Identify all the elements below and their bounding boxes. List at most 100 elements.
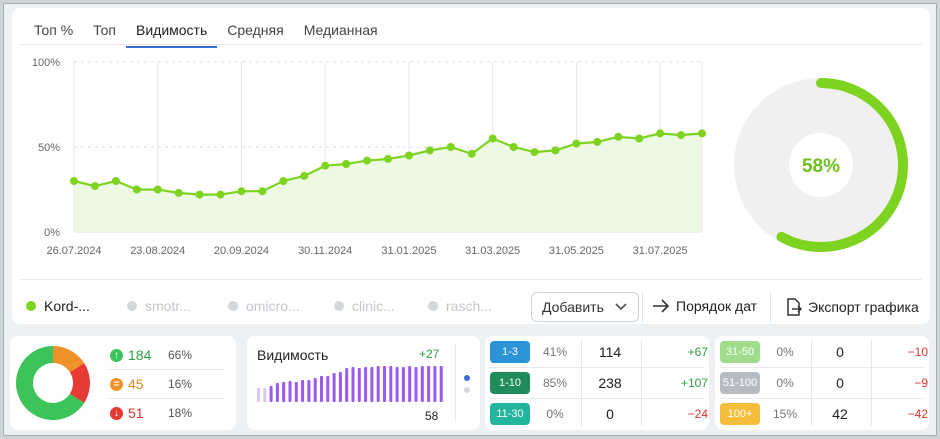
legend-item-smotr[interactable]: smotr...: [127, 298, 191, 314]
data-point[interactable]: [279, 177, 288, 185]
visibility-gauge: 58%: [734, 78, 908, 252]
series-dot: [228, 301, 238, 311]
visibility-bar: [326, 376, 330, 402]
data-point[interactable]: [677, 131, 686, 140]
visibility-bar: [408, 366, 412, 402]
range-delta: +67: [687, 345, 708, 359]
arrow-up-icon: ↑: [110, 348, 123, 362]
data-point[interactable]: [698, 129, 706, 138]
data-point[interactable]: [153, 185, 162, 194]
visibility-bar: [376, 366, 380, 402]
data-point[interactable]: [404, 151, 413, 160]
column-divider: [641, 340, 642, 426]
add-series-dropdown[interactable]: Добавить: [531, 292, 639, 322]
legend-item-rasch[interactable]: rasch...: [428, 298, 492, 314]
range-delta: −24: [687, 407, 708, 421]
position-row-31-50[interactable]: 31-50 0% 0 −10: [720, 340, 928, 364]
data-point[interactable]: [593, 137, 602, 146]
visibility-bar-chart: [257, 366, 443, 402]
tab-visibility[interactable]: Видимость: [126, 12, 218, 48]
stat-down-value: 51: [128, 405, 144, 421]
data-point[interactable]: [70, 177, 78, 185]
data-point[interactable]: [258, 187, 267, 196]
position-row-11-30[interactable]: 11-30 0% 0 −24: [490, 402, 708, 426]
chevron-down-icon: [615, 303, 627, 311]
row-divider: [489, 367, 705, 368]
positions-card-right: 31-50 0% 0 −10 51-100 0% 0 −9 100+ 15% 4…: [715, 336, 929, 430]
visibility-card[interactable]: Видимость +27 58: [247, 336, 480, 430]
data-point[interactable]: [614, 132, 623, 141]
data-point[interactable]: [174, 188, 183, 197]
data-point[interactable]: [551, 146, 560, 155]
position-row-1-10[interactable]: 1-10 85% 238 +107: [490, 371, 708, 395]
pager-dot-active[interactable]: [464, 375, 470, 381]
position-row-100-plus[interactable]: 100+ 15% 42 −42: [720, 402, 928, 426]
legend-item-kord[interactable]: Kord-...: [26, 298, 90, 314]
range-value: 0: [836, 344, 844, 360]
arrow-down-icon: ↓: [110, 406, 123, 420]
donut-slice-same: [53, 346, 85, 373]
chart-card: Топ % Топ Видимость Средняя Медианная 10…: [12, 8, 930, 324]
row-divider: [489, 398, 705, 399]
data-point[interactable]: [509, 143, 518, 151]
gauge-label: 58%: [802, 156, 840, 177]
data-point[interactable]: [111, 177, 120, 185]
data-point[interactable]: [90, 182, 99, 191]
pager-dot[interactable]: [464, 387, 470, 393]
export-chart-button[interactable]: Экспорт графика: [784, 298, 919, 316]
legend-item-omicro[interactable]: omicro...: [228, 298, 300, 314]
legend-label: clinic...: [352, 298, 395, 314]
visibility-bar: [439, 366, 443, 402]
x-tick-label: 31.05.2025: [549, 245, 604, 257]
legend-label: smotr...: [145, 298, 191, 314]
column-divider: [581, 340, 582, 426]
date-order-button[interactable]: Порядок дат: [652, 298, 757, 314]
data-point[interactable]: [425, 146, 434, 155]
range-delta: −42: [907, 407, 928, 421]
data-point[interactable]: [195, 190, 204, 199]
range-percent: 85%: [542, 376, 568, 390]
data-point[interactable]: [342, 160, 351, 168]
position-row-51-100[interactable]: 51-100 0% 0 −9: [720, 371, 928, 395]
tab-average[interactable]: Средняя: [227, 22, 284, 38]
data-point[interactable]: [572, 139, 581, 148]
data-point[interactable]: [237, 187, 246, 196]
range-pill: 100+: [720, 403, 760, 425]
gauge-arc: [776, 78, 908, 252]
visibility-bar: [275, 383, 279, 402]
range-value: 0: [836, 375, 844, 391]
position-row-1-3[interactable]: 1-3 41% 114 +67: [490, 340, 708, 364]
tab-top-percent[interactable]: Топ %: [34, 22, 74, 38]
data-point[interactable]: [488, 134, 497, 143]
stat-row-up: ↑ 184 66%: [110, 347, 192, 363]
legend-item-clinic[interactable]: clinic...: [334, 298, 395, 314]
data-point[interactable]: [656, 129, 665, 138]
tab-median[interactable]: Медианная: [303, 22, 378, 38]
stat-up-value: 184: [128, 347, 152, 363]
arrow-right-icon: [653, 299, 670, 313]
data-point[interactable]: [363, 156, 372, 165]
data-point[interactable]: [530, 148, 539, 157]
series-dot: [26, 301, 36, 311]
visibility-bar: [320, 376, 323, 402]
visibility-bar: [414, 367, 418, 402]
data-point[interactable]: [467, 149, 476, 158]
data-point[interactable]: [635, 134, 644, 143]
data-point[interactable]: [384, 154, 392, 163]
data-point[interactable]: [300, 171, 309, 180]
data-point[interactable]: [446, 143, 455, 151]
range-value: 0: [606, 406, 614, 422]
series-dot: [428, 301, 438, 311]
legend-label: Kord-...: [44, 298, 90, 314]
data-point[interactable]: [132, 185, 141, 194]
data-point[interactable]: [321, 161, 330, 170]
visibility-bar: [301, 380, 305, 402]
range-percent: 41%: [542, 345, 568, 359]
data-point[interactable]: [216, 190, 225, 199]
visibility-bar: [263, 388, 267, 402]
visibility-bar: [307, 380, 311, 402]
y-tick-label: 50%: [38, 142, 60, 154]
range-value: 42: [832, 406, 848, 422]
visibility-bar: [338, 372, 342, 402]
tab-top[interactable]: Топ: [93, 22, 116, 38]
